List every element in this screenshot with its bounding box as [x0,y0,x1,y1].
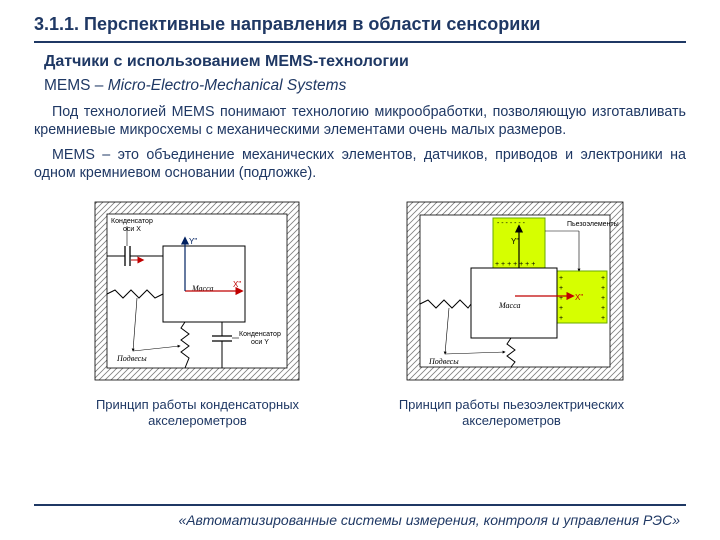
definition-line: MEMS – Micro-Electro-Mechanical Systems [44,77,686,95]
definition-italic: Micro-Electro-Mechanical Systems [108,77,347,94]
svg-text:+: + [601,305,605,312]
diagram-piezo: - - - - - - - + + + + + + + Y" + + + + + + + +… [371,196,651,391]
figures-row: Масса X" Y" Конденсатороси X [34,188,686,430]
label-axis-y: Y" [189,237,197,246]
footer-text: «Автоматизированные системы измерения, к… [178,512,680,528]
label-mass: Масса [191,284,213,293]
svg-text:- - - - - - -: - - - - - - - [497,220,526,227]
svg-text:+: + [601,295,605,302]
divider-bottom [34,504,686,506]
svg-text:+: + [601,315,605,322]
diagram-capacitive: Масса X" Y" Конденсатороси X [67,196,327,391]
label-axis-x: X" [233,280,241,289]
label-axis-x2: X" [575,293,583,302]
caption-2: Принцип работы пьезоэлектрических акселе… [349,397,674,430]
label-axis-y2: Y" [511,237,519,246]
svg-text:+: + [559,305,563,312]
svg-text:+ + + + + + +: + + + + + + + [495,261,535,268]
figure-capacitive: Масса X" Y" Конденсатороси X [46,196,349,430]
subtitle: Датчики с использованием MEMS-технологии [44,53,686,71]
label-mass-2: Масса [498,301,520,310]
paragraph-1: Под технологией MEMS понимают технологию… [34,103,686,140]
definition-prefix: MEMS – [44,77,108,94]
svg-text:+: + [601,275,605,282]
figure-piezo: - - - - - - - + + + + + + + Y" + + + + + + + +… [349,196,674,430]
caption-1: Принцип работы конденсаторных акселероме… [46,397,349,430]
label-susp-2: Подвесы [428,357,459,366]
svg-text:+: + [601,285,605,292]
svg-text:+: + [559,275,563,282]
svg-text:+: + [559,315,563,322]
divider-top [34,41,686,43]
paragraph-2: MEMS – это объединение механических элем… [34,146,686,183]
svg-text:+: + [559,285,563,292]
label-susp-1: Подвесы [116,354,147,363]
page-title: 3.1.1. Перспективные направления в облас… [34,14,686,35]
label-piezo: Пьезоэлементы [567,221,619,228]
